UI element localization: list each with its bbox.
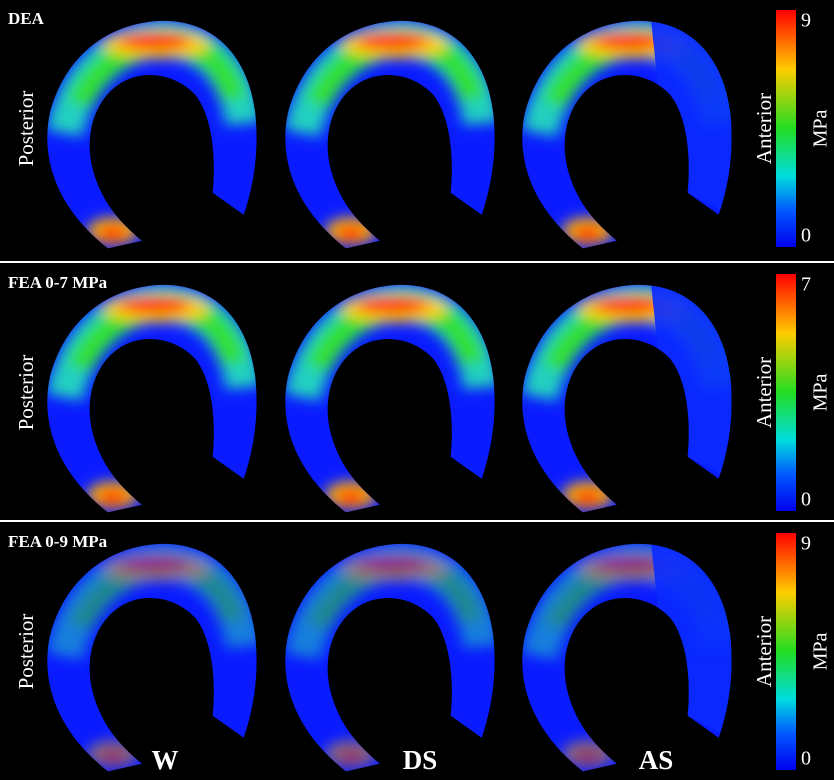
hot (97, 489, 129, 505)
side-label: Posterior (14, 614, 38, 690)
column-label: AS (639, 745, 674, 775)
hot (592, 32, 667, 50)
hot (117, 555, 192, 573)
colorbar-min: 0 (801, 748, 811, 770)
stress-map (47, 20, 257, 245)
stress-map (522, 20, 732, 245)
flat (650, 543, 732, 743)
stress-map (285, 543, 495, 768)
stress-map (47, 543, 257, 768)
hot (572, 489, 604, 505)
hot (117, 32, 192, 50)
colorbar-max: 7 (801, 274, 811, 296)
meniscus (285, 284, 495, 513)
hot (117, 296, 192, 314)
meniscus (47, 543, 257, 772)
hot (335, 225, 367, 241)
hot (335, 748, 367, 764)
stress-blobs (285, 543, 495, 768)
hot (355, 296, 430, 314)
column-label: W (152, 745, 179, 775)
colorbar-label: Anterior (752, 93, 776, 164)
stress-blobs (47, 543, 257, 768)
panel-title: DEA (8, 9, 45, 28)
flat (650, 284, 732, 484)
stress-map (285, 284, 495, 509)
colorbar (776, 533, 796, 770)
colorbar-max: 9 (801, 533, 811, 555)
hot (572, 748, 604, 764)
colorbar-unit: MPa (810, 632, 832, 670)
hot (97, 748, 129, 764)
hot (97, 225, 129, 241)
hot (592, 555, 667, 573)
colorbar (776, 10, 796, 247)
colorbar-unit: MPa (810, 373, 832, 411)
colorbar-min: 0 (801, 225, 811, 247)
hot (572, 225, 604, 241)
meniscus (47, 20, 257, 249)
stress-map (522, 543, 732, 768)
hot (355, 32, 430, 50)
panel-title: FEA 0-7 MPa (8, 273, 108, 292)
meniscus (522, 543, 732, 772)
side-label: Posterior (14, 91, 38, 167)
colorbar (776, 274, 796, 511)
side-label: Posterior (14, 355, 38, 431)
stress-map (47, 284, 257, 509)
column-label: DS (403, 745, 438, 775)
colorbar-max: 9 (801, 10, 811, 32)
hot (335, 489, 367, 505)
flat (650, 20, 732, 220)
stress-map (522, 284, 732, 509)
meniscus (522, 284, 732, 513)
stress-blobs (285, 284, 495, 509)
stress-blobs (47, 284, 257, 509)
meniscus (47, 284, 257, 513)
hot (355, 555, 430, 573)
stress-blobs (47, 20, 257, 245)
colorbar-min: 0 (801, 489, 811, 511)
colorbar-unit: MPa (810, 109, 832, 147)
meniscus (285, 543, 495, 772)
panel-title: FEA 0-9 MPa (8, 532, 108, 551)
colorbar-label: Anterior (752, 357, 776, 428)
content: DEA Posterior 9 0 MPa Anterior FEA 0-7 MPa Post… (8, 9, 832, 775)
colorbar-label: Anterior (752, 616, 776, 687)
hot (592, 296, 667, 314)
meniscus (522, 20, 732, 249)
